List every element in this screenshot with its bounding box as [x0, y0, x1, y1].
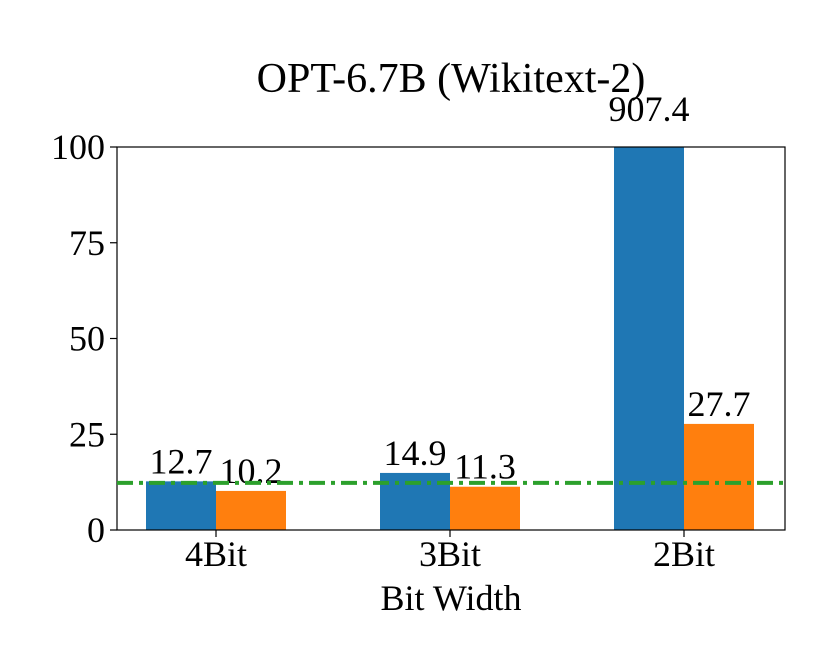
plot-area — [146, 147, 754, 530]
value-label: 27.7 — [688, 384, 751, 424]
y-tick-label: 50 — [69, 319, 105, 359]
x-tick-label: 2Bit — [653, 534, 715, 574]
chart-title: OPT-6.7B (Wikitext-2) — [257, 56, 646, 102]
value-label: 907.4 — [609, 89, 690, 129]
value-label: 10.2 — [220, 451, 283, 491]
value-label: 14.9 — [384, 433, 447, 473]
y-tick-label: 25 — [69, 414, 105, 454]
x-axis-label: Bit Width — [381, 578, 522, 618]
bar — [450, 486, 520, 530]
bar — [216, 490, 286, 530]
x-tick-label: 3Bit — [419, 534, 481, 574]
y-tick-label: 100 — [51, 127, 105, 167]
y-tick-label: 0 — [87, 510, 105, 550]
bar — [614, 147, 684, 530]
x-tick-label: 4Bit — [185, 534, 247, 574]
value-label: 12.7 — [150, 441, 213, 481]
value-label: 11.3 — [454, 447, 516, 487]
bar — [684, 423, 754, 530]
y-tick-label: 75 — [69, 223, 105, 263]
bar — [146, 481, 216, 530]
